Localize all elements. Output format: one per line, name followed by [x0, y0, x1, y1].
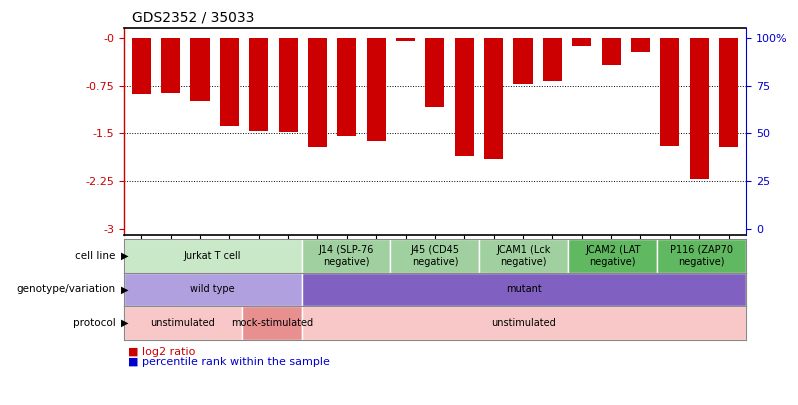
Bar: [132, 38, 151, 94]
Bar: [124, 306, 243, 340]
Bar: [279, 38, 298, 132]
Text: Jurkat T cell: Jurkat T cell: [184, 251, 241, 261]
Text: ▶: ▶: [121, 284, 128, 294]
Bar: [425, 38, 444, 107]
Bar: [302, 239, 390, 273]
Bar: [660, 38, 679, 146]
Text: ▶: ▶: [121, 251, 128, 261]
Bar: [161, 38, 180, 92]
Text: P116 (ZAP70
negative): P116 (ZAP70 negative): [670, 245, 733, 266]
Text: ■ percentile rank within the sample: ■ percentile rank within the sample: [128, 357, 330, 367]
Text: unstimulated: unstimulated: [151, 318, 215, 328]
Bar: [396, 38, 415, 41]
Bar: [191, 38, 210, 101]
Text: J45 (CD45
negative): J45 (CD45 negative): [410, 245, 460, 266]
Bar: [219, 38, 239, 126]
Bar: [243, 306, 302, 340]
Bar: [689, 38, 709, 179]
Text: JCAM2 (LAT
negative): JCAM2 (LAT negative): [585, 245, 641, 266]
Bar: [124, 273, 302, 306]
Text: ▶: ▶: [121, 318, 128, 328]
Text: wild type: wild type: [190, 284, 235, 294]
Bar: [513, 38, 532, 84]
Bar: [455, 38, 474, 156]
Bar: [484, 38, 504, 159]
Bar: [480, 239, 568, 273]
Bar: [543, 38, 562, 81]
Bar: [302, 273, 746, 306]
Text: genotype/variation: genotype/variation: [17, 284, 116, 294]
Text: JCAM1 (Lck
negative): JCAM1 (Lck negative): [496, 245, 551, 266]
Bar: [719, 38, 738, 147]
Text: GDS2352 / 35033: GDS2352 / 35033: [132, 10, 254, 24]
Text: J14 (SLP-76
negative): J14 (SLP-76 negative): [318, 245, 373, 266]
Bar: [568, 239, 658, 273]
Text: mock-stimulated: mock-stimulated: [231, 318, 313, 328]
Bar: [249, 38, 268, 131]
Bar: [338, 38, 357, 136]
Text: cell line: cell line: [75, 251, 116, 261]
Bar: [390, 239, 480, 273]
Bar: [308, 38, 327, 147]
Text: ■ log2 ratio: ■ log2 ratio: [128, 347, 195, 357]
Bar: [302, 306, 746, 340]
Bar: [602, 38, 621, 64]
Bar: [658, 239, 746, 273]
Bar: [366, 38, 385, 141]
Text: mutant: mutant: [506, 284, 542, 294]
Bar: [572, 38, 591, 45]
Bar: [631, 38, 650, 52]
Bar: [124, 239, 302, 273]
Text: unstimulated: unstimulated: [492, 318, 556, 328]
Text: protocol: protocol: [73, 318, 116, 328]
